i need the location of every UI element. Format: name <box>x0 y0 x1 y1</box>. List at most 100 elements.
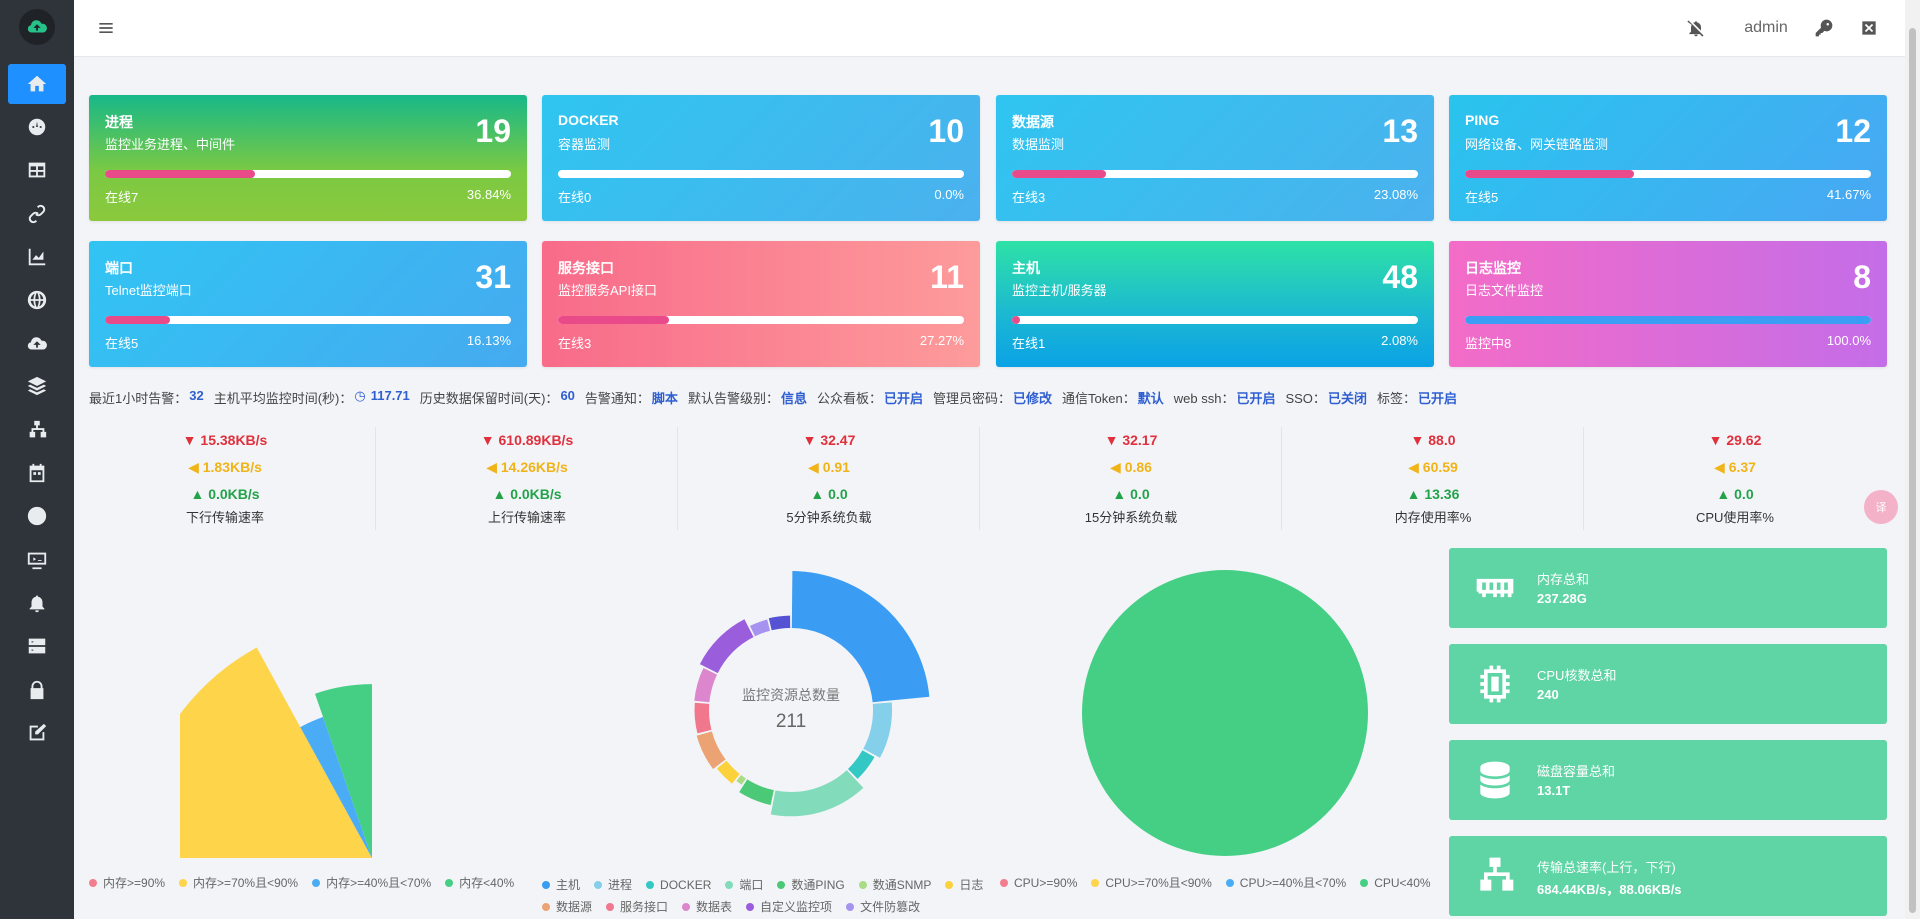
status-value[interactable]: 默认 <box>1137 391 1164 406</box>
donut-slice[interactable] <box>716 760 740 784</box>
donut-slice[interactable] <box>749 619 771 637</box>
legend-item[interactable]: 数通SNMP <box>858 874 931 896</box>
nav-calendar-icon[interactable] <box>8 453 66 493</box>
metric-load5: ▼ 32.47 ◀ 0.91 ▲ 0.0 5分钟系统负载 <box>678 427 980 530</box>
legend-item[interactable]: DOCKER <box>646 874 711 896</box>
memory-icon <box>1473 566 1517 610</box>
caret-up-icon: ▲ <box>190 486 209 502</box>
nav-server-icon[interactable] <box>8 626 66 666</box>
legend-item[interactable]: 服务接口 <box>606 896 668 918</box>
legend-dot-icon <box>542 881 550 889</box>
pie-slice[interactable] <box>1082 570 1368 856</box>
nav-home-icon[interactable] <box>8 64 66 104</box>
card-title: 进程 <box>105 114 133 130</box>
scrollbar-thumb[interactable] <box>1909 28 1916 913</box>
status-value[interactable]: 已修改 <box>1013 391 1053 406</box>
nav-upload-icon[interactable] <box>8 324 66 364</box>
donut-slice[interactable] <box>863 702 893 758</box>
nav-link-icon[interactable] <box>8 194 66 234</box>
card-port[interactable]: 端口 Telnet监控端口 31 在线5 16.13% <box>89 241 527 367</box>
pie-slice[interactable] <box>300 716 372 858</box>
legend-item[interactable]: 内存>=70%且<90% <box>179 874 298 891</box>
legend-item[interactable]: 日志 <box>945 874 983 896</box>
divider <box>1281 427 1282 530</box>
legend-item[interactable]: 主机 <box>542 874 580 896</box>
menu-toggle-icon[interactable] <box>94 14 118 42</box>
nav-edit-icon[interactable] <box>8 713 66 753</box>
logout-icon[interactable] <box>1857 14 1881 42</box>
legend-item[interactable]: CPU>=70%且<90% <box>1091 874 1212 891</box>
card-progress-fill <box>1012 316 1021 324</box>
donut-slice[interactable] <box>736 775 746 785</box>
donut-slice[interactable] <box>739 779 774 805</box>
nav-monitor-icon[interactable] <box>8 540 66 580</box>
card-datasource[interactable]: 数据源 数据监测 13 在线3 23.08% <box>996 95 1434 221</box>
donut-slice[interactable] <box>694 702 712 734</box>
status-value[interactable]: 已开启 <box>1417 391 1457 406</box>
nav-globe-icon[interactable] <box>8 280 66 320</box>
card-ping[interactable]: PING 网络设备、网关链路监测 12 在线5 41.67% <box>1449 95 1887 221</box>
caret-down-icon: ▼ <box>802 432 821 448</box>
legend-item[interactable]: 数据源 <box>542 896 592 918</box>
scrollbar[interactable] <box>1905 0 1920 919</box>
donut-slice[interactable] <box>694 668 718 703</box>
status-value[interactable]: 已开启 <box>883 391 923 406</box>
resource-donut-chart[interactable]: 监控资源总数量 211 <box>640 560 940 860</box>
nav-dashboard-icon[interactable] <box>8 107 66 147</box>
status-label: web ssh： <box>1173 391 1235 406</box>
metric-max: ▼ 610.89KB/s <box>376 427 678 454</box>
legend-label: 服务接口 <box>620 900 669 914</box>
nav-table-icon[interactable] <box>8 150 66 190</box>
legend-item[interactable]: 内存>=90% <box>89 874 165 891</box>
legend-item[interactable]: 自定义监控项 <box>746 896 832 918</box>
pie-slice[interactable] <box>314 684 373 858</box>
status-value[interactable]: 已关闭 <box>1327 391 1367 406</box>
status-value[interactable]: 信息 <box>780 391 807 406</box>
legend-item[interactable]: 内存>=40%且<70% <box>312 874 431 891</box>
metric-uplink: ▼ 610.89KB/s ◀ 14.26KB/s ▲ 0.0KB/s 上行传输速… <box>376 427 678 530</box>
caret-left-icon: ◀ <box>486 459 501 475</box>
notifications-off-icon[interactable] <box>1684 14 1708 42</box>
legend-item[interactable]: CPU<40% <box>1360 876 1431 890</box>
card-log-monitor[interactable]: 日志监控 日志文件监控 8 监控中8 100.0% <box>1449 241 1887 367</box>
status-value[interactable]: 已开启 <box>1236 391 1276 406</box>
legend-item[interactable]: CPU>=90% <box>1000 876 1077 890</box>
donut-slice[interactable] <box>791 571 930 703</box>
legend-item[interactable]: CPU>=40%且<70% <box>1225 874 1346 891</box>
card-progress <box>105 316 511 324</box>
key-icon[interactable] <box>1812 14 1836 42</box>
cpu-pie-chart[interactable] <box>1080 560 1400 860</box>
translate-button[interactable]: 译 <box>1864 490 1898 524</box>
user-name[interactable]: admin <box>1744 19 1788 36</box>
legend-item[interactable]: 内存<40% <box>445 874 514 891</box>
card-count: 11 <box>930 259 964 295</box>
logo-icon[interactable] <box>19 9 55 45</box>
legend-item[interactable]: 数通PING <box>777 874 845 896</box>
card-service-api[interactable]: 服务接口 监控服务API接口 11 在线3 27.27% <box>542 241 980 367</box>
legend-item[interactable]: 文件防篡改 <box>846 896 920 918</box>
donut-slice[interactable] <box>768 615 791 631</box>
metric-avg-value: 60.59 <box>1422 459 1458 475</box>
nav-bell-icon[interactable] <box>8 583 66 623</box>
nav-layers-icon[interactable] <box>8 366 66 406</box>
pie-slice[interactable] <box>180 647 372 858</box>
memory-pie-chart[interactable] <box>180 560 500 860</box>
nav-clock-icon[interactable] <box>8 496 66 536</box>
nav-chart-icon[interactable] <box>8 237 66 277</box>
card-online: 在线1 <box>1012 336 1046 351</box>
card-docker[interactable]: DOCKER 容器监测 10 在线0 0.0% <box>542 95 980 221</box>
donut-slice[interactable] <box>699 619 754 674</box>
nav-sitemap-icon[interactable] <box>8 410 66 450</box>
legend-item[interactable]: 数据表 <box>682 896 732 918</box>
metric-load15: ▼ 32.17 ◀ 0.86 ▲ 0.0 15分钟系统负载 <box>980 427 1282 530</box>
nav-lock-icon[interactable] <box>8 670 66 710</box>
donut-slice[interactable] <box>770 770 864 817</box>
legend-item[interactable]: 端口 <box>725 874 763 896</box>
metric-avg-value: 6.37 <box>1728 459 1756 475</box>
donut-slice[interactable] <box>847 750 875 779</box>
card-host[interactable]: 主机 监控主机/服务器 48 在线1 2.08% <box>996 241 1434 367</box>
card-process[interactable]: 进程 监控业务进程、中间件 19 在线7 36.84% <box>89 95 527 221</box>
legend-item[interactable]: 进程 <box>594 874 632 896</box>
status-value[interactable]: 脚本 <box>651 391 678 406</box>
donut-slice[interactable] <box>696 731 726 769</box>
